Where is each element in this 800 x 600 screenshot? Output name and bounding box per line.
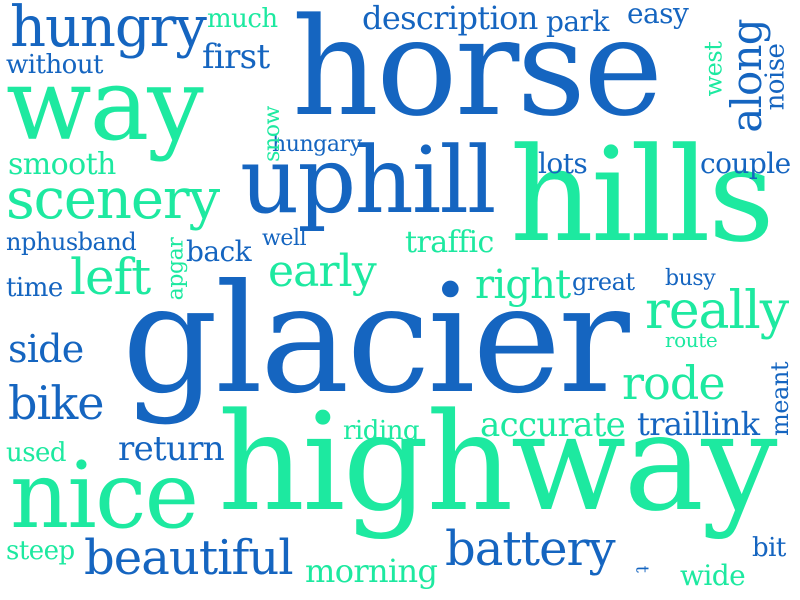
word-well: well: [262, 226, 307, 251]
word-great: great: [572, 268, 635, 296]
word-way: way: [6, 46, 204, 163]
word-snow: snow: [259, 106, 285, 162]
word-glacier: glacier: [122, 253, 630, 427]
word-accurate: accurate: [480, 405, 626, 445]
word-first: first: [202, 37, 270, 77]
word-apgar: apgar: [163, 237, 189, 301]
word-riding: riding: [343, 416, 420, 446]
word-nphusband: nphusband: [6, 228, 137, 256]
word-description: description: [362, 0, 538, 37]
word-scenery: scenery: [6, 167, 220, 232]
word-couple: couple: [700, 147, 791, 180]
word-wide: wide: [680, 559, 746, 592]
word-smooth: smooth: [8, 147, 116, 182]
word-highway: highway: [218, 384, 778, 541]
word-hills: hills: [510, 119, 775, 271]
word-return: return: [118, 429, 225, 469]
word-without: without: [6, 50, 104, 80]
word-battery: battery: [445, 521, 616, 577]
word-bike: bike: [8, 376, 104, 430]
word-much: much: [207, 4, 278, 34]
word-right: right: [475, 262, 571, 308]
word-easy: easy: [627, 0, 689, 30]
word-steep: steep: [6, 536, 75, 566]
word-back: back: [186, 235, 252, 268]
word-hungary: hungary: [272, 132, 362, 157]
word-beautiful: beautiful: [84, 530, 294, 586]
word-really: really: [645, 281, 789, 341]
word-traillink: traillink: [637, 405, 760, 443]
word-left: left: [70, 248, 151, 306]
word-traffic: traffic: [405, 225, 494, 260]
word-hungry: hungry: [10, 0, 207, 60]
word-uphill: uphill: [240, 127, 496, 234]
word-t: t: [631, 565, 653, 573]
word-noise: noise: [760, 43, 791, 111]
word-early: early: [268, 246, 377, 297]
word-bit: bit: [752, 533, 786, 563]
word-route: route: [665, 328, 718, 352]
word-rode: rode: [622, 356, 726, 410]
word-side: side: [8, 327, 84, 371]
word-time: time: [6, 273, 63, 303]
word-park: park: [546, 5, 609, 38]
word-lots: lots: [538, 147, 588, 180]
word-west: west: [699, 41, 728, 97]
word-morning: morning: [305, 552, 438, 590]
word-busy: busy: [665, 266, 716, 291]
word-horse: horse: [292, 0, 663, 146]
word-nice: nice: [10, 442, 199, 549]
word-meant: meant: [765, 362, 794, 436]
word-used: used: [6, 438, 67, 468]
